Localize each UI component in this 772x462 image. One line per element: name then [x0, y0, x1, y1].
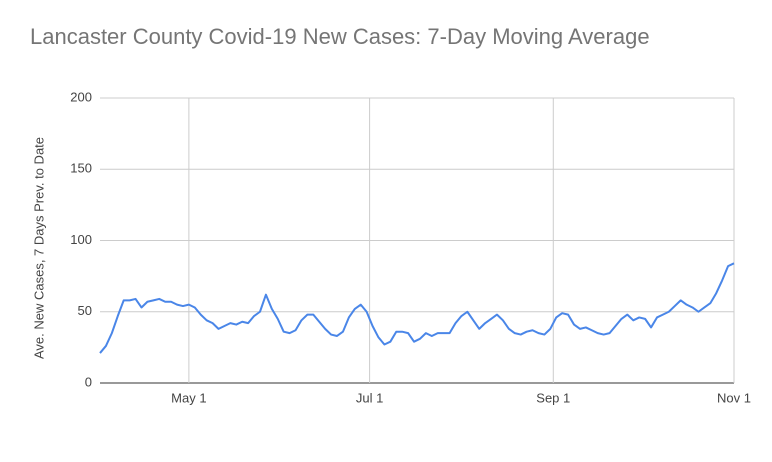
y-tick-label: 150	[70, 161, 92, 176]
x-tick-label: May 1	[171, 390, 206, 405]
line	[99, 262, 735, 354]
y-axis-title: Ave. New Cases, 7 Days Prev. to Date	[31, 137, 46, 359]
y-tick-label: 0	[85, 374, 92, 389]
x-tick-label: Jul 1	[356, 390, 383, 405]
x-tick-label: Sep 1	[536, 390, 570, 405]
x-tick-label: Nov 1	[717, 390, 751, 405]
y-tick-label: 100	[70, 232, 92, 247]
y-tick-label: 50	[78, 303, 92, 318]
chart-title: Lancaster County Covid-19 New Cases: 7-D…	[30, 24, 650, 49]
y-tick-label: 200	[70, 89, 92, 104]
